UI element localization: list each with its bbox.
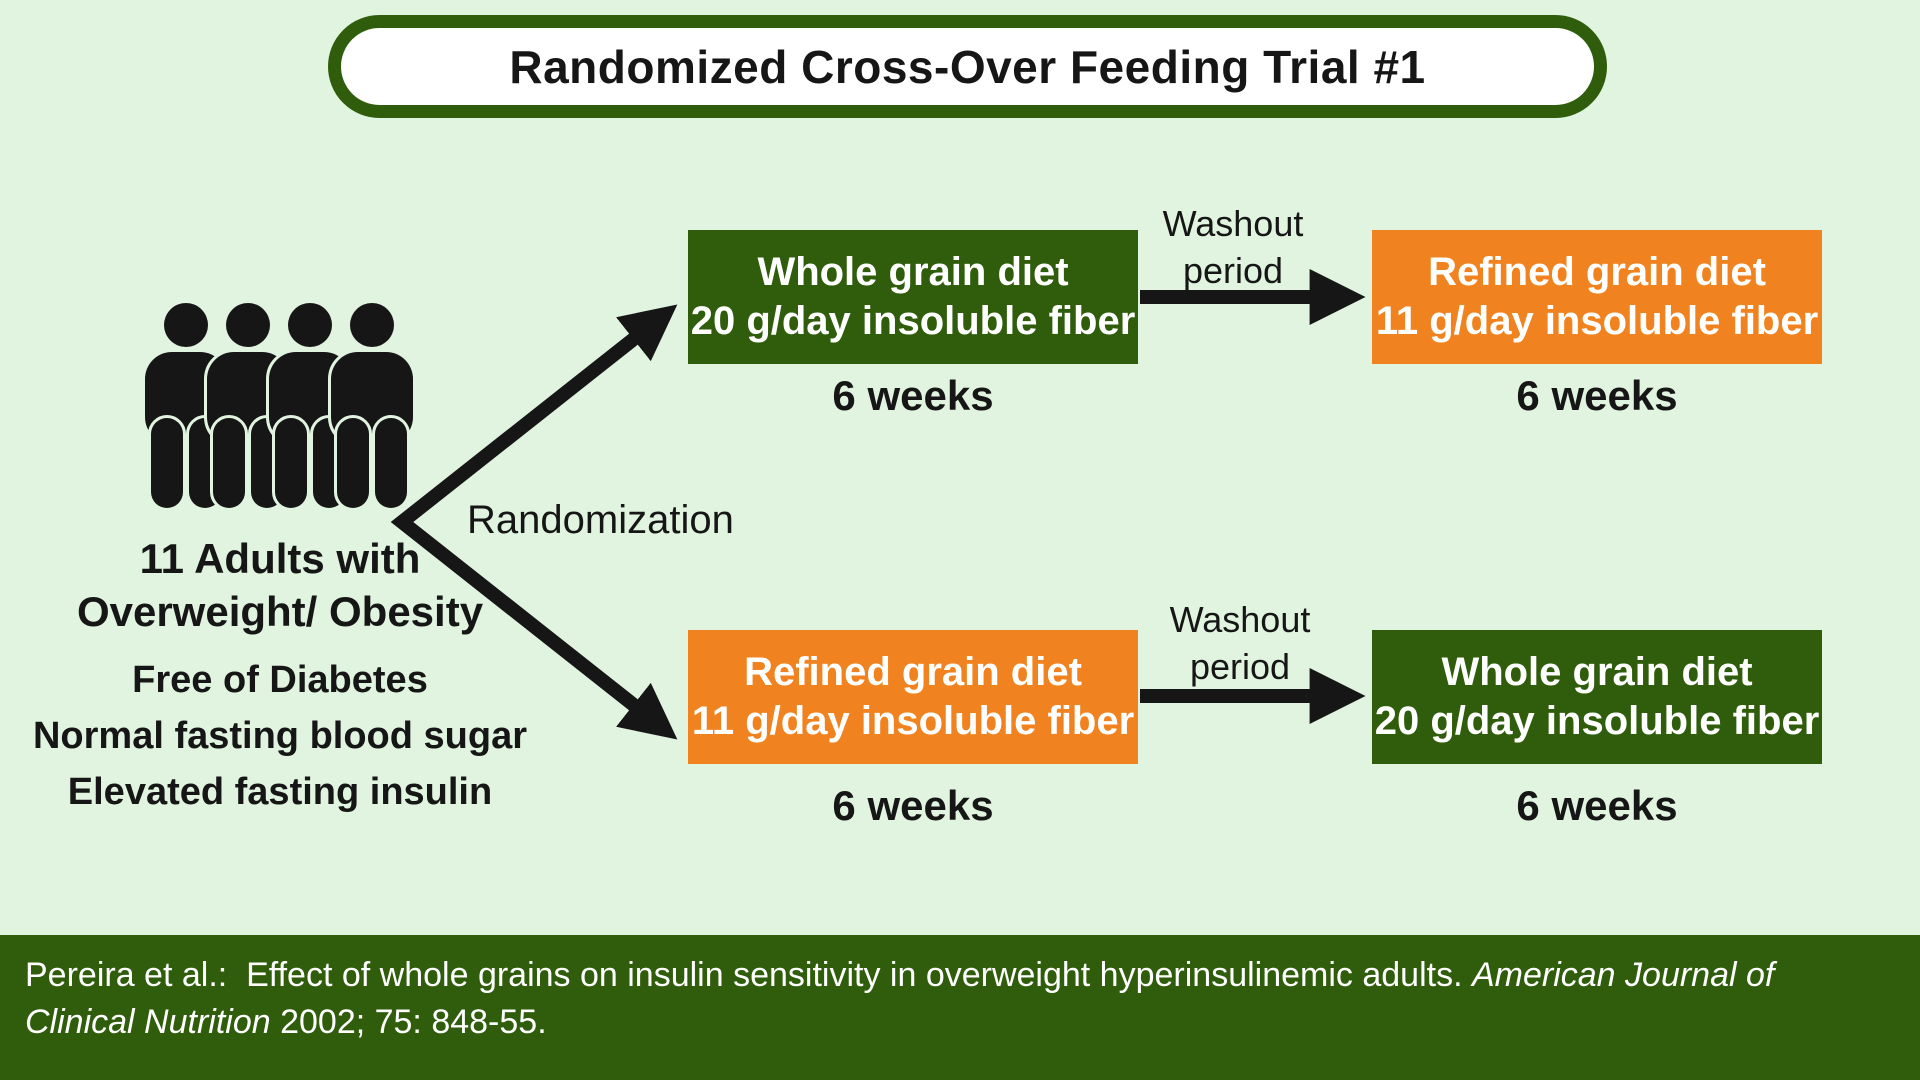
citation-text: Pereira et al.: Effect of whole grains o… — [25, 956, 1472, 994]
citation-text: 2002; 75: 848-55. — [270, 1003, 547, 1041]
washout-label-line2: period — [1182, 250, 1284, 291]
phase-detail: 11 g/day insoluble fiber — [1375, 299, 1819, 343]
duration-bottom-right: 6 weeks — [1516, 782, 1678, 829]
washout-label-top: Washout period — [1128, 200, 1338, 294]
population-criteria: Free of Diabetes Normal fasting blood su… — [0, 652, 560, 820]
phase-box-whole-grain-top: Whole grain diet 20 g/day insoluble fibe… — [688, 230, 1138, 364]
citation-footer: Pereira et al.: Effect of whole grains o… — [0, 935, 1920, 1080]
citation-journal-italic: Clinical Nutrition — [25, 1003, 271, 1041]
washout-label-bottom: Washout period — [1135, 596, 1345, 690]
citation-journal-italic: American Journal of — [1471, 956, 1775, 994]
population-headline-line1: 11 Adults with — [139, 535, 421, 582]
page-title: Randomized Cross-Over Feeding Trial #1 — [509, 40, 1426, 93]
criterion-elevated-fasting-insulin: Elevated fasting insulin — [67, 771, 493, 813]
citation-line1: Pereira et al.: Effect of whole grains o… — [25, 952, 1895, 999]
criterion-free-of-diabetes: Free of Diabetes — [132, 659, 428, 701]
duration-top-left: 6 weeks — [832, 372, 994, 419]
phase-box-refined-grain-bottom: Refined grain diet 11 g/day insoluble fi… — [688, 630, 1138, 764]
phase-name: Whole grain diet — [1441, 650, 1753, 694]
duration-top-right: 6 weeks — [1516, 372, 1678, 419]
phase-name: Refined grain diet — [1428, 250, 1766, 294]
population-headline-line2: Overweight/ Obesity — [76, 588, 484, 635]
washout-label-line2: period — [1189, 646, 1291, 687]
people-group-icon — [140, 302, 422, 510]
criterion-normal-fasting-blood-sugar: Normal fasting blood sugar — [32, 715, 528, 757]
population-headline: 11 Adults with Overweight/ Obesity — [0, 532, 560, 638]
title-box: Randomized Cross-Over Feeding Trial #1 — [328, 15, 1607, 118]
phase-detail: 20 g/day insoluble fiber — [690, 299, 1136, 343]
phase-box-refined-grain-top: Refined grain diet 11 g/day insoluble fi… — [1372, 230, 1822, 364]
washout-label-line1: Washout — [1169, 599, 1311, 640]
phase-detail: 20 g/day insoluble fiber — [1374, 699, 1820, 743]
phase-name: Whole grain diet — [757, 250, 1069, 294]
duration-bottom-left: 6 weeks — [832, 782, 994, 829]
person-icon — [331, 303, 413, 508]
citation-line2: Clinical Nutrition 2002; 75: 848-55. — [25, 999, 1895, 1046]
phase-name: Refined grain diet — [744, 650, 1082, 694]
phase-detail: 11 g/day insoluble fiber — [691, 699, 1135, 743]
washout-label-line1: Washout — [1162, 203, 1304, 244]
randomization-label: Randomization — [467, 498, 734, 542]
phase-box-whole-grain-bottom: Whole grain diet 20 g/day insoluble fibe… — [1372, 630, 1822, 764]
